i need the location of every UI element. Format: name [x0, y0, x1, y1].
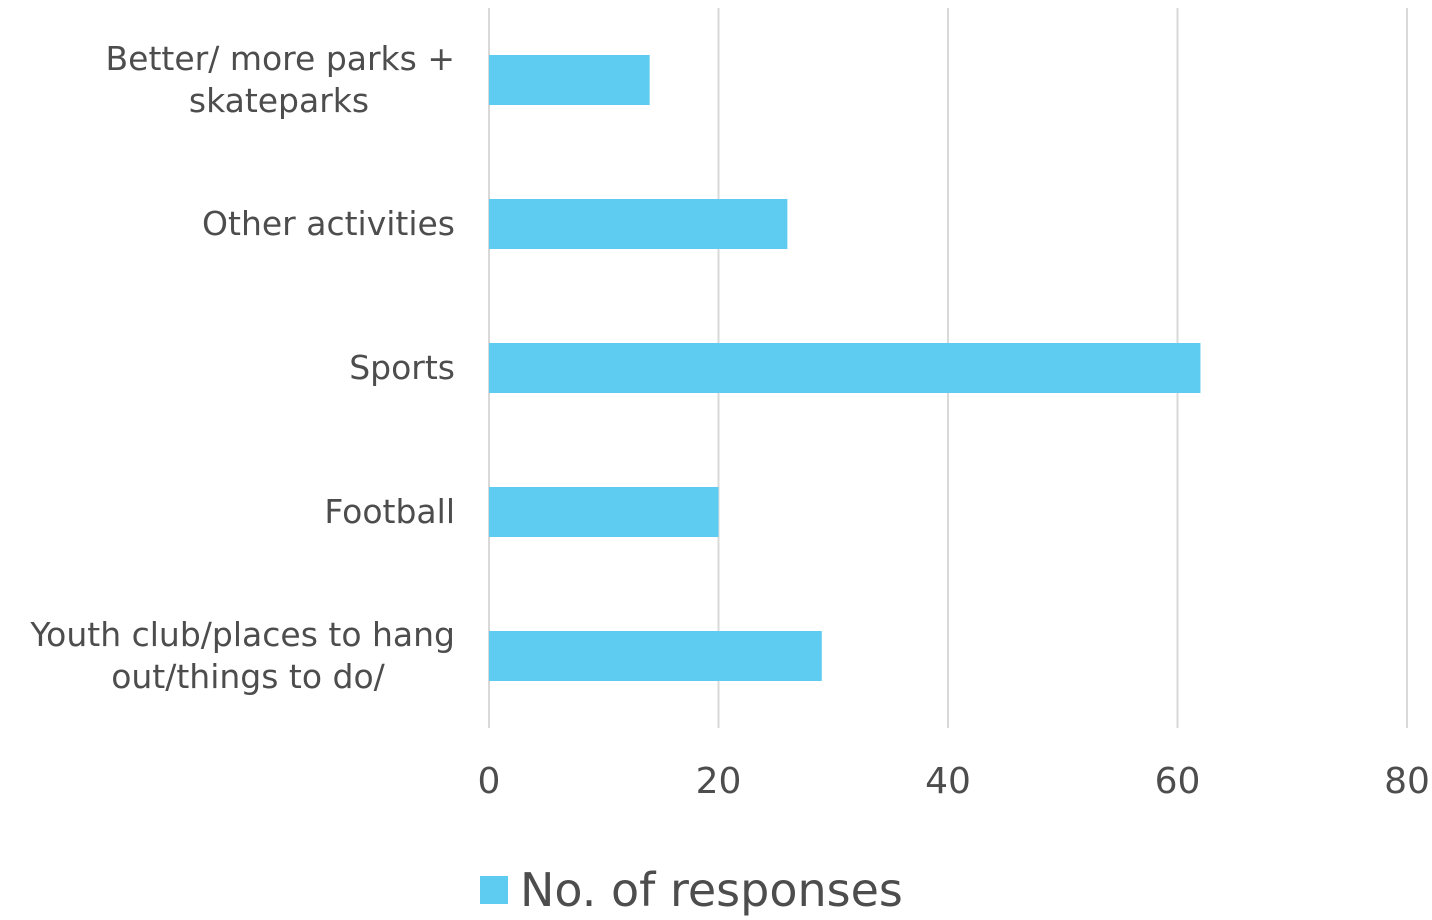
x-axis-tick-labels: 0 20 40 60 80: [478, 761, 1430, 802]
category-label: Football: [324, 492, 455, 531]
category-label: skateparks: [189, 81, 369, 120]
category-label: Youth club/places to hang: [29, 615, 455, 654]
category-label: Better/ more parks +: [106, 39, 455, 78]
category-labels: Better/ more parks +skateparks Other acti…: [29, 39, 455, 696]
category-label: Other activities: [202, 204, 455, 243]
x-tick-label: 60: [1155, 761, 1201, 802]
category-label: out/things to do/: [111, 657, 385, 696]
legend-label: No. of responses: [520, 863, 903, 917]
bar-chart: Better/ more parks +skateparks Other acti…: [29, 8, 1430, 802]
legend-swatch: [480, 876, 508, 904]
bar: [489, 199, 788, 249]
legend: No. of responses: [480, 860, 903, 920]
bar: [489, 487, 719, 537]
x-tick-label: 20: [696, 761, 742, 802]
bar: [489, 343, 1201, 393]
category-label: Sports: [349, 348, 455, 387]
x-tick-label: 40: [925, 761, 971, 802]
bars: [489, 55, 1201, 681]
bar: [489, 631, 822, 681]
x-tick-label: 0: [478, 761, 501, 802]
x-tick-label: 80: [1384, 761, 1430, 802]
bar: [489, 55, 650, 105]
